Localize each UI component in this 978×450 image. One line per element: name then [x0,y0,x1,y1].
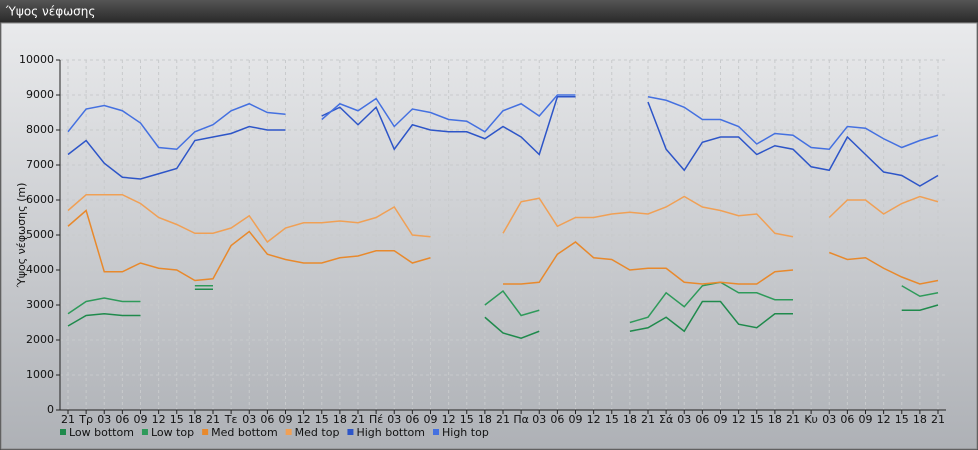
x-tick-label: Πα [513,413,529,426]
title-bar [0,0,978,22]
y-tick-label: 7000 [26,158,54,171]
legend-label: High bottom [356,426,425,439]
legend-swatch [141,429,148,435]
series-line [67,209,939,285]
legend-swatch [202,429,209,435]
x-tick-label: 18 [188,413,202,426]
y-tick-label: 8000 [26,123,54,136]
series-line [67,96,939,187]
x-tick-label: 12 [732,413,746,426]
x-tick-label: 18 [913,413,927,426]
x-tick-label: 06 [260,413,274,426]
series-line [67,94,939,151]
x-tick-label: 03 [242,413,256,426]
legend-label: Low top [151,426,194,439]
y-tick-label: 2000 [26,333,54,346]
x-tick-label: 21 [206,413,220,426]
series-line [67,288,939,340]
chart-panel [0,22,978,450]
x-tick-label: 18 [478,413,492,426]
x-tick-label: 09 [569,413,583,426]
x-tick-label: 09 [424,413,438,426]
y-tick-label: 5000 [26,228,54,241]
x-tick-label: 15 [170,413,184,426]
x-tick-label: 21 [351,413,365,426]
y-tick-label: 10000 [19,53,54,66]
x-tick-label: 21 [641,413,655,426]
x-tick-label: 09 [279,413,293,426]
y-tick-label: 1000 [26,368,54,381]
y-tick-label: 9000 [26,88,54,101]
x-tick-label: 15 [895,413,909,426]
x-tick-label: 09 [134,413,148,426]
x-tick-label: 03 [822,413,836,426]
x-tick-label: 09 [859,413,873,426]
legend-label: High top [442,426,489,439]
legend-label: Med bottom [211,426,278,439]
y-axis-label: Ύψος νέφωσης (m) [15,183,28,289]
series-line [67,194,939,244]
x-tick-label: 18 [768,413,782,426]
legend-swatch [347,429,354,435]
x-tick-label: 21 [931,413,945,426]
x-tick-label: Κυ [804,413,818,426]
x-tick-label: 06 [840,413,854,426]
y-tick-label: 0 [47,403,54,416]
x-tick-label: 12 [152,413,166,426]
x-tick-label: 06 [695,413,709,426]
x-tick-label: 12 [587,413,601,426]
x-tick-label: 18 [333,413,347,426]
x-tick-label: 21 [61,413,75,426]
y-tick-label: 3000 [26,298,54,311]
legend-swatch [285,429,292,435]
x-tick-label: 03 [532,413,546,426]
x-tick-label: 15 [750,413,764,426]
x-tick-label: 12 [877,413,891,426]
chart-title: Ύψος νέφωσης [5,5,95,19]
legend-label: Low bottom [69,426,134,439]
x-tick-label: 21 [786,413,800,426]
x-tick-label: 09 [714,413,728,426]
x-tick-label: 06 [405,413,419,426]
x-tick-label: 03 [677,413,691,426]
y-tick-label: 4000 [26,263,54,276]
x-tick-label: Πέ [369,413,383,426]
x-tick-label: Τρ [78,413,93,426]
x-tick-label: 06 [115,413,129,426]
x-tick-label: Τε [224,413,238,426]
x-tick-label: 06 [550,413,564,426]
x-tick-label: 15 [315,413,329,426]
x-tick-label: 15 [605,413,619,426]
x-tick-label: 03 [97,413,111,426]
x-tick-label: 12 [442,413,456,426]
series-line [67,281,939,324]
x-tick-label: 03 [387,413,401,426]
y-tick-label: 6000 [26,193,54,206]
x-tick-label: Σά [659,413,673,426]
x-tick-label: 15 [460,413,474,426]
legend-swatch [433,429,439,435]
x-tick-label: 12 [297,413,311,426]
legend-label: Med top [295,426,340,439]
legend-swatch [60,429,66,435]
x-tick-label: 18 [623,413,637,426]
x-tick-label: 21 [496,413,510,426]
